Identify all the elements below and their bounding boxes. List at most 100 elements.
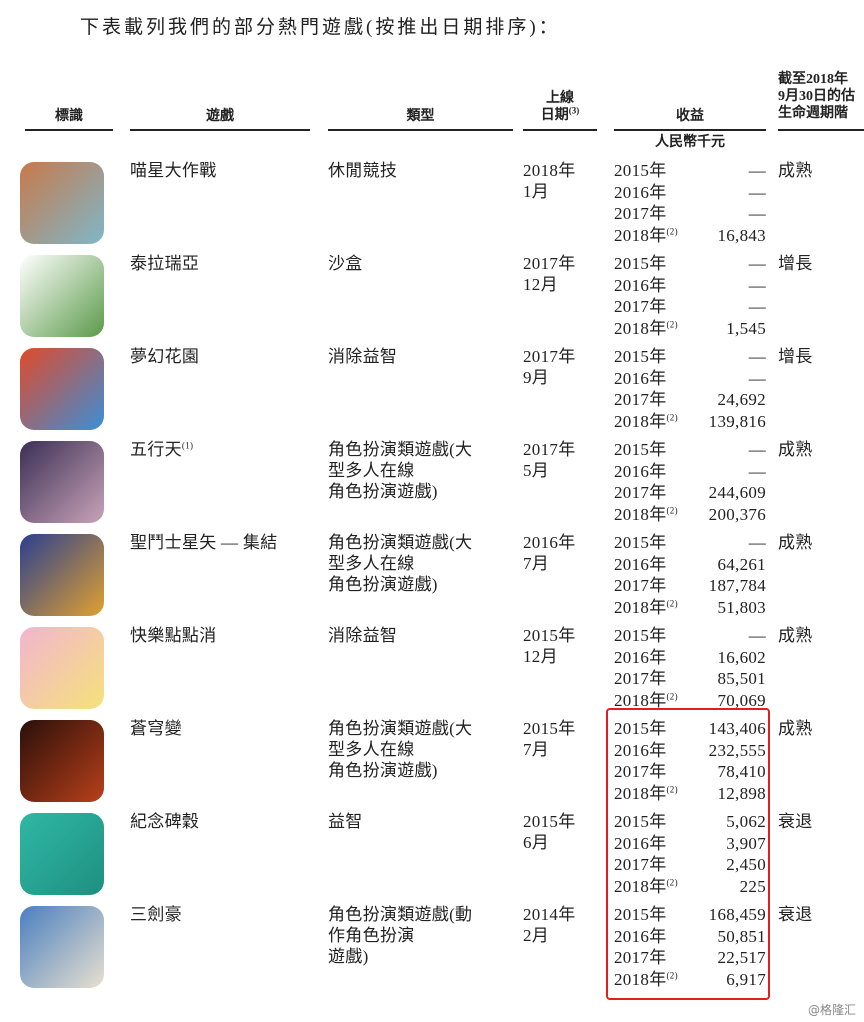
revenue-year: 2018年	[614, 783, 667, 803]
header-launch-line2: 日期	[540, 108, 569, 123]
genre-line: 角色扮演類遊戲(大	[328, 440, 473, 459]
date-line: 2018年	[523, 161, 576, 180]
genre-line: 角色扮演類遊戲(大	[328, 719, 473, 738]
date-line: 12月	[523, 275, 558, 294]
revenue-year: 2015年	[614, 161, 667, 180]
revenue-line: 2018年(2) 139,816	[614, 411, 766, 433]
highlight-box	[606, 708, 770, 1000]
revenue-line: 2017年 —	[614, 296, 766, 318]
genre-line: 角色扮演類遊戲(動	[328, 905, 473, 924]
revenue-note: (2)	[666, 504, 678, 515]
header-stage: 截至2018年 9月30日的估 生命週期階	[778, 71, 855, 122]
game-icon	[20, 813, 104, 895]
game-name-text: 五行天	[130, 440, 182, 459]
launch-date: 2015年 7月	[523, 718, 595, 760]
revenue-value: —	[748, 440, 766, 459]
revenue-line: 2015年 —	[614, 439, 766, 461]
game-name: 夢幻花園	[130, 346, 322, 367]
revenue-year: 2016年	[614, 740, 667, 760]
lifecycle-stage: 成熟	[778, 533, 813, 552]
game-name: 泰拉瑞亞	[130, 253, 322, 274]
revenue-year: 2018年	[614, 876, 667, 896]
genre-line: 益智	[328, 812, 363, 831]
revenue-year: 2016年	[614, 926, 667, 946]
lifecycle-stage: 成熟	[778, 161, 813, 180]
revenue-value: —	[748, 347, 766, 366]
table-row: 蒼穹變 角色扮演類遊戲(大 型多人在線 角色扮演遊戲) 2015年 7月 2015年 143,…	[0, 718, 864, 811]
date-line: 9月	[523, 368, 550, 387]
revenue-line: 2015年 —	[614, 253, 766, 275]
revenue-note: (2)	[666, 225, 678, 236]
genre-line: 消除益智	[328, 347, 398, 366]
date-line: 1月	[523, 182, 550, 201]
revenue-value: 70,069	[717, 690, 766, 710]
revenue-year: 2018年	[614, 597, 667, 617]
watermark: @格隆汇	[807, 1003, 856, 1017]
revenue-value: 2,450	[726, 855, 766, 874]
date-line: 6月	[523, 833, 550, 852]
revenue-line: 2015年 —	[614, 532, 766, 554]
launch-date: 2017年 9月	[523, 346, 595, 388]
revenue-note: (2)	[666, 783, 678, 794]
launch-date: 2016年 7月	[523, 532, 595, 574]
revenue-value: 187,784	[708, 576, 766, 595]
revenue-value: 78,410	[717, 762, 766, 781]
revenue-year: 2016年	[614, 275, 667, 295]
revenue-value: —	[748, 275, 766, 295]
revenue-line: 2015年 5,062	[614, 811, 766, 833]
revenue-line: 2017年 22,517	[614, 947, 766, 969]
genre-line: 型多人在線	[328, 740, 415, 759]
header-launch-line1: 上線	[546, 91, 574, 106]
game-name-text: 夢幻花園	[130, 347, 200, 366]
game-genre: 角色扮演類遊戲(動 作角色扮演 遊戲)	[328, 904, 518, 967]
date-line: 2017年	[523, 347, 576, 366]
table-row: 紀念碑穀 益智 2015年 6月 2015年 5,062 2016年 3,907 2017年 2,…	[0, 811, 864, 904]
revenue-value: 85,501	[717, 669, 766, 688]
header-launch: 上線 日期(3)	[523, 90, 597, 124]
date-line: 2017年	[523, 440, 576, 459]
revenue-value: 3,907	[726, 833, 766, 853]
revenue-line: 2017年 244,609	[614, 482, 766, 504]
revenue-line: 2016年 16,602	[614, 647, 766, 669]
date-line: 2015年	[523, 719, 576, 738]
revenue-note: (2)	[666, 876, 678, 887]
table-row: 快樂點點消 消除益智 2015年 12月 2015年 — 2016年 16,602 2017年 8…	[0, 625, 864, 718]
game-icon	[20, 255, 104, 337]
revenue-year: 2015年	[614, 626, 667, 645]
revenue-list: 2015年 168,459 2016年 50,851 2017年 22,517 2018年(…	[614, 904, 766, 990]
game-genre: 沙盒	[328, 253, 518, 274]
revenue-value: 5,062	[726, 812, 766, 831]
revenue-line: 2015年 168,459	[614, 904, 766, 926]
revenue-value: 225	[739, 876, 766, 896]
date-line: 2015年	[523, 812, 576, 831]
date-line: 2月	[523, 926, 550, 945]
revenue-line: 2016年 —	[614, 461, 766, 483]
date-line: 5月	[523, 461, 550, 480]
genre-line: 作角色扮演	[328, 926, 415, 945]
revenue-line: 2017年 85,501	[614, 668, 766, 690]
genre-line: 沙盒	[328, 254, 363, 273]
revenue-value: 51,803	[717, 597, 766, 617]
table-row: 泰拉瑞亞 沙盒 2017年 12月 2015年 — 2016年 — 2017年 — 2018年(2)…	[0, 253, 864, 346]
revenue-value: —	[748, 182, 766, 202]
revenue-year: 2017年	[614, 297, 667, 316]
game-name-text: 蒼穹變	[130, 719, 182, 738]
header-rule	[25, 129, 113, 131]
revenue-year: 2017年	[614, 390, 667, 409]
table-row: 夢幻花園 消除益智 2017年 9月 2015年 —2016年 —2017年 24,692 20…	[0, 346, 864, 439]
revenue-line: 2018年(2) 51,803	[614, 597, 766, 619]
revenue-value: —	[748, 368, 766, 388]
revenue-line: 2018年(2) 16,843	[614, 225, 766, 247]
revenue-year: 2015年	[614, 905, 667, 924]
table-row: 五行天(1) 角色扮演類遊戲(大 型多人在線 角色扮演遊戲) 2017年 5月 2015年 —…	[0, 439, 864, 532]
revenue-value: 16,602	[717, 647, 766, 667]
revenue-year: 2018年	[614, 504, 667, 524]
lifecycle-stage: 成熟	[778, 626, 813, 645]
game-name: 五行天(1)	[130, 439, 322, 460]
revenue-year: 2017年	[614, 762, 667, 781]
revenue-year: 2015年	[614, 812, 667, 831]
revenue-list: 2015年 143,406 2016年 232,555 2017年 78,410 2018年…	[614, 718, 766, 804]
revenue-list: 2015年 — 2016年 — 2017年 — 2018年(2) 16,843	[614, 160, 766, 246]
game-icon	[20, 906, 104, 988]
game-icon	[20, 441, 104, 523]
